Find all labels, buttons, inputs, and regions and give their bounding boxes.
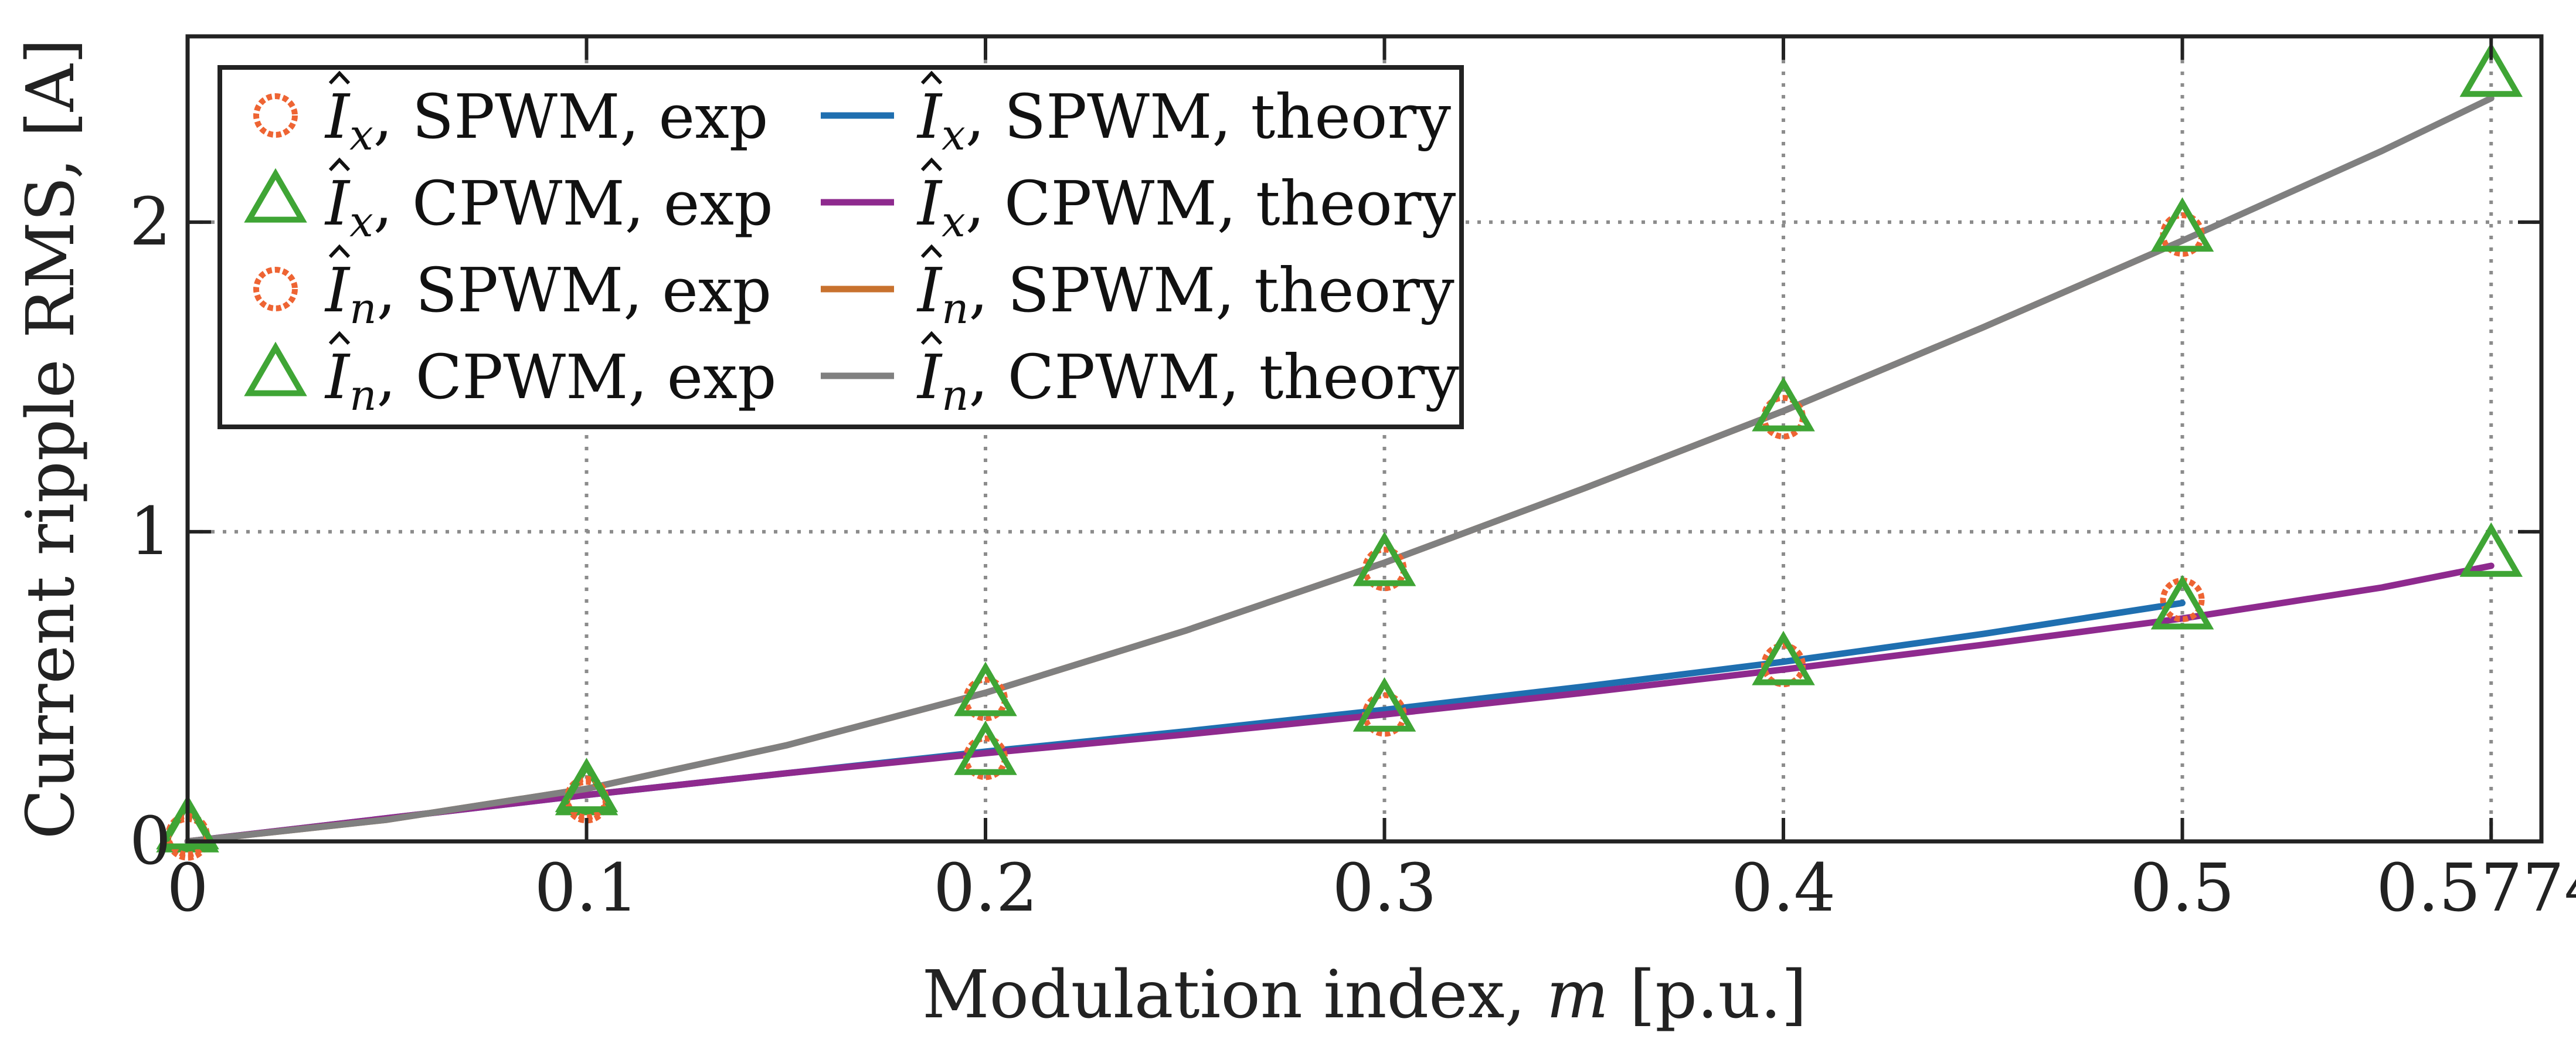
- legend-text: , CPWM, theory: [966, 168, 1456, 239]
- data-point-triangle: [156, 794, 219, 850]
- legend-symbol: I: [916, 341, 943, 413]
- legend-subscript: n: [942, 371, 968, 420]
- legend-symbol: I: [324, 341, 351, 413]
- legend-entry: Ix, SPWM, theory: [821, 70, 1451, 159]
- legend-label: Ix, SPWM, exp: [324, 81, 768, 159]
- x-tick-label: 0: [166, 850, 208, 926]
- legend-subscript: n: [349, 371, 376, 420]
- legend-hat-mark: [920, 70, 943, 85]
- legend-circle-marker: [253, 93, 298, 138]
- series-layer: [184, 95, 2495, 845]
- legend-symbol: I: [916, 81, 943, 152]
- legend-circle-marker: [253, 267, 298, 311]
- legend-entry: Ix, CPWM, exp: [244, 157, 773, 246]
- legend-text: , CPWM, theory: [968, 341, 1459, 413]
- marker-layer: [156, 42, 2523, 861]
- legend-triangle-marker: [244, 168, 307, 223]
- data-point-triangle: [2459, 522, 2523, 577]
- x-tick-label: 0.5: [2130, 850, 2234, 926]
- plot-frame: [185, 34, 2544, 844]
- legend-triangle-marker: [244, 341, 307, 396]
- legend-text: , CPWM, exp: [376, 341, 776, 413]
- legend-label: Ix, SPWM, theory: [916, 81, 1451, 159]
- legend-subscript: x: [942, 110, 966, 159]
- legend-hat-mark: [328, 157, 351, 172]
- legend-hat-mark: [920, 244, 943, 259]
- legend-entry: In, SPWM, exp: [253, 244, 772, 333]
- legend-subscript: x: [349, 197, 373, 246]
- legend-subscript: x: [942, 197, 966, 246]
- data-point-triangle: [954, 661, 1017, 717]
- legend-symbol: I: [916, 254, 943, 326]
- x-tick-label: 0.3: [1332, 850, 1436, 926]
- x-tick-label: 0.1: [534, 850, 638, 926]
- data-point-triangle: [2150, 197, 2214, 252]
- data-point-triangle: [1352, 677, 1416, 732]
- legend-hat-mark: [920, 331, 943, 345]
- data-point-triangle: [2459, 42, 2523, 97]
- x-axis-label-prefix: Modulation index,: [922, 957, 1547, 1033]
- legend-text: , SPWM, theory: [968, 254, 1454, 326]
- legend-label: Ix, CPWM, theory: [916, 168, 1456, 246]
- legend-symbol: I: [324, 168, 351, 239]
- y-tick-label: 0: [130, 803, 171, 880]
- x-axis-label: Modulation index, m [p.u.]: [922, 957, 1807, 1033]
- x-tick-label: 0.5774: [2376, 850, 2576, 926]
- data-point-triangle: [954, 720, 1017, 775]
- legend-entry: Ix, SPWM, exp: [253, 70, 768, 159]
- legend-label: Ix, CPWM, exp: [324, 168, 773, 246]
- legend-label: In, SPWM, exp: [324, 254, 772, 333]
- legend-hat-mark: [920, 157, 943, 172]
- legend-subscript: n: [942, 284, 968, 333]
- x-axis-label-variable: m: [1547, 957, 1609, 1033]
- legend-entry: In, CPWM, theory: [821, 331, 1459, 420]
- legend-label: In, CPWM, theory: [916, 341, 1459, 420]
- legend-symbol: I: [324, 81, 351, 152]
- legend-entry: In, CPWM, exp: [244, 331, 776, 420]
- legend-hat-mark: [328, 331, 351, 345]
- legend-entry: In, SPWM, theory: [821, 244, 1454, 333]
- legend-text: , SPWM, exp: [376, 254, 772, 326]
- data-point-triangle: [2150, 575, 2214, 630]
- x-tick-label: 0.2: [933, 850, 1038, 926]
- data-point-triangle: [1752, 630, 1815, 685]
- legend-text: , SPWM, exp: [373, 81, 769, 152]
- legend-box: [218, 65, 1464, 429]
- legend-hat-mark: [328, 70, 351, 85]
- data-point-triangle: [1352, 531, 1416, 586]
- tick-layer: 0 0.1 0.2 0.3 0.4 0.5 0.5774 0 1 2: [130, 36, 2576, 926]
- data-point-triangle: [555, 758, 618, 813]
- legend-subscript: x: [349, 110, 373, 159]
- legend-hat-mark: [328, 244, 351, 259]
- x-tick-label: 0.4: [1731, 850, 1836, 926]
- y-tick-label: 1: [130, 494, 171, 570]
- legend-text: , SPWM, theory: [966, 81, 1451, 152]
- legend-label: In, SPWM, theory: [916, 254, 1454, 333]
- legend-symbol: I: [916, 168, 943, 239]
- series-line-3: [184, 95, 2495, 845]
- legend-symbol: I: [324, 254, 351, 326]
- legend-text: , CPWM, exp: [373, 168, 773, 239]
- x-axis-label-suffix: [p.u.]: [1609, 957, 1807, 1033]
- data-point-triangle: [1752, 376, 1815, 432]
- legend-label: In, CPWM, exp: [324, 341, 776, 420]
- y-axis-label: Current ripple RMS, [A]: [13, 39, 89, 840]
- legend-entry: Ix, CPWM, theory: [821, 157, 1456, 246]
- y-tick-label: 2: [130, 184, 171, 260]
- legend-subscript: n: [349, 284, 376, 333]
- series-line-1: [184, 562, 2495, 845]
